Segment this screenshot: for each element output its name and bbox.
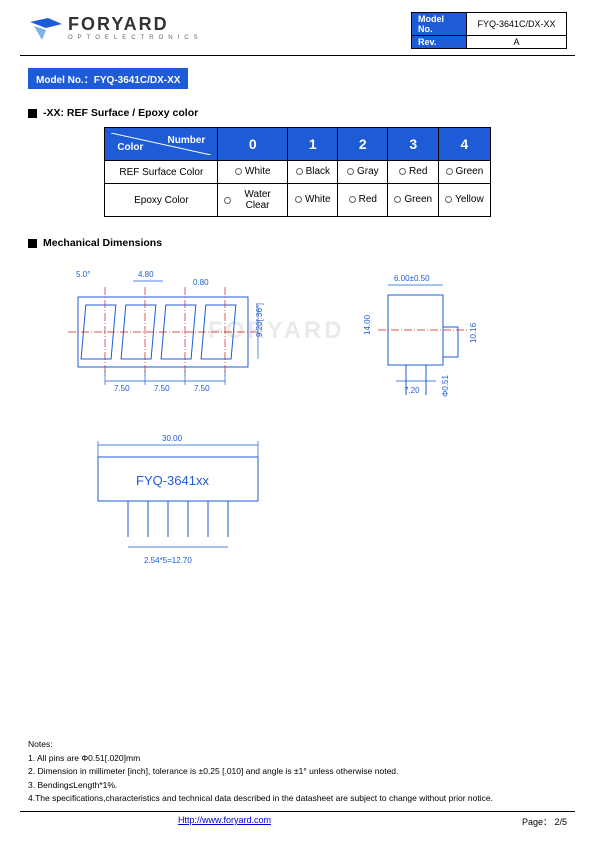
notes-title: Notes: xyxy=(28,738,567,752)
header: FORYARD OPTOELECTRONICS Model No. FYQ-36… xyxy=(0,0,595,53)
dim-9-20: 9.20[.36″] xyxy=(255,303,264,337)
cell: Green xyxy=(439,161,491,184)
rev-value: A xyxy=(467,36,567,49)
cell: White xyxy=(288,184,338,217)
cell-text: Water Clear xyxy=(234,189,282,211)
footer-rule xyxy=(20,811,575,812)
color-table: Color Number 0 1 2 3 4 REF Surface Color… xyxy=(104,127,490,217)
page-value: 2/5 xyxy=(554,817,567,827)
dim-0-80: 0.80 xyxy=(193,278,209,287)
cell-text: Green xyxy=(456,166,484,177)
cell: Yellow xyxy=(439,184,491,217)
cell-text: Yellow xyxy=(455,194,484,205)
cell: Red xyxy=(388,161,439,184)
model-label: Model No. xyxy=(412,13,467,36)
row-label: REF Surface Color xyxy=(105,161,218,184)
note-2: 2. Dimension in millimeter [inch], toler… xyxy=(28,765,567,779)
cell-text: Black xyxy=(306,166,330,177)
cell: White xyxy=(218,161,288,184)
cell: Green xyxy=(388,184,439,217)
subhead-text: Mechanical Dimensions xyxy=(43,237,162,249)
brand-name: FORYARD xyxy=(68,14,203,35)
notes-block: Notes: 1. All pins are Φ0.51[.020]mm 2. … xyxy=(28,738,567,806)
side-view: 6.00±0.50 14.00 10.16 7.20 Φ0.51 xyxy=(348,257,528,407)
cell-text: Green xyxy=(404,194,432,205)
radio-icon xyxy=(349,196,356,203)
bullet-icon xyxy=(28,239,37,248)
table-row: Epoxy Color Water Clear White Red Green … xyxy=(105,184,490,217)
row-label: Epoxy Color xyxy=(105,184,218,217)
header-rule xyxy=(20,55,575,56)
logo-icon xyxy=(28,12,64,42)
col-3: 3 xyxy=(388,128,439,161)
rev-label: Rev. xyxy=(412,36,467,49)
subhead-ref-surface: -XX: REF Surface / Epoxy color xyxy=(28,107,567,119)
dim-7-50b: 7.50 xyxy=(154,384,170,393)
subhead-text: -XX: REF Surface / Epoxy color xyxy=(43,107,198,119)
radio-icon xyxy=(394,196,401,203)
cell-text: White xyxy=(305,194,331,205)
front-view: 5.0° 4.80 0.80 7.50 7.50 7.50 9.20[.36″] xyxy=(48,257,298,397)
dim-6-00: 6.00±0.50 xyxy=(394,274,430,283)
footer-url[interactable]: Http://www.foryard.com xyxy=(178,815,271,825)
dim-phi: Φ0.51 xyxy=(441,374,450,397)
diag-color-label: Color xyxy=(117,142,143,153)
cell-text: White xyxy=(245,166,271,177)
radio-icon xyxy=(296,168,303,175)
mechanical-diagram: FORYARD 5.0° 4.80 0.80 7.50 7.50 7.50 xyxy=(28,257,567,587)
note-1: 1. All pins are Φ0.51[.020]mm xyxy=(28,752,567,766)
cell-text: Red xyxy=(359,194,377,205)
dim-angle: 5.0° xyxy=(76,270,90,279)
radio-icon xyxy=(347,168,354,175)
col-4: 4 xyxy=(439,128,491,161)
cell: Black xyxy=(288,161,338,184)
col-1: 1 xyxy=(288,128,338,161)
dim-4-80: 4.80 xyxy=(138,270,154,279)
bottom-view: 30.00 FYQ-3641xx 2.54*5=12.70 xyxy=(68,427,298,577)
radio-icon xyxy=(295,196,302,203)
bullet-icon xyxy=(28,109,37,118)
dim-7-20: 7.20 xyxy=(404,386,420,395)
footer: Http://www.foryard.com Page： 2/5 xyxy=(28,815,567,828)
table-row: REF Surface Color White Black Gray Red G… xyxy=(105,161,490,184)
cell: Red xyxy=(338,184,388,217)
model-value: FYQ-3641C/DX-XX xyxy=(467,13,567,36)
cell: Gray xyxy=(338,161,388,184)
note-4: 4.The specifications,characteristics and… xyxy=(28,792,567,806)
radio-icon xyxy=(446,168,453,175)
dim-7-50a: 7.50 xyxy=(114,384,130,393)
brand-sub: OPTOELECTRONICS xyxy=(68,35,203,41)
cell-text: Red xyxy=(409,166,427,177)
color-table-diag-header: Color Number xyxy=(105,128,218,161)
dim-30-00: 30.00 xyxy=(162,434,183,443)
diag-number-label: Number xyxy=(168,135,206,146)
radio-icon xyxy=(224,197,230,204)
radio-icon xyxy=(445,196,452,203)
part-text: FYQ-3641xx xyxy=(136,473,209,488)
model-info-table: Model No. FYQ-3641C/DX-XX Rev. A xyxy=(411,12,567,49)
section-title: Model No.：FYQ-3641C/DX-XX xyxy=(28,68,188,89)
dim-7-50c: 7.50 xyxy=(194,384,210,393)
col-0: 0 xyxy=(218,128,288,161)
cell: Water Clear xyxy=(218,184,288,217)
logo: FORYARD OPTOELECTRONICS xyxy=(28,12,203,42)
note-3: 3. Bending≤Length*1%. xyxy=(28,779,567,793)
radio-icon xyxy=(235,168,242,175)
subhead-mech: Mechanical Dimensions xyxy=(28,237,567,249)
page-label: Page： xyxy=(522,817,552,827)
radio-icon xyxy=(399,168,406,175)
cell-text: Gray xyxy=(357,166,379,177)
dim-10-16: 10.16 xyxy=(469,322,478,343)
dim-14-00: 14.00 xyxy=(363,314,372,335)
col-2: 2 xyxy=(338,128,388,161)
dim-pin-pitch: 2.54*5=12.70 xyxy=(144,556,192,565)
